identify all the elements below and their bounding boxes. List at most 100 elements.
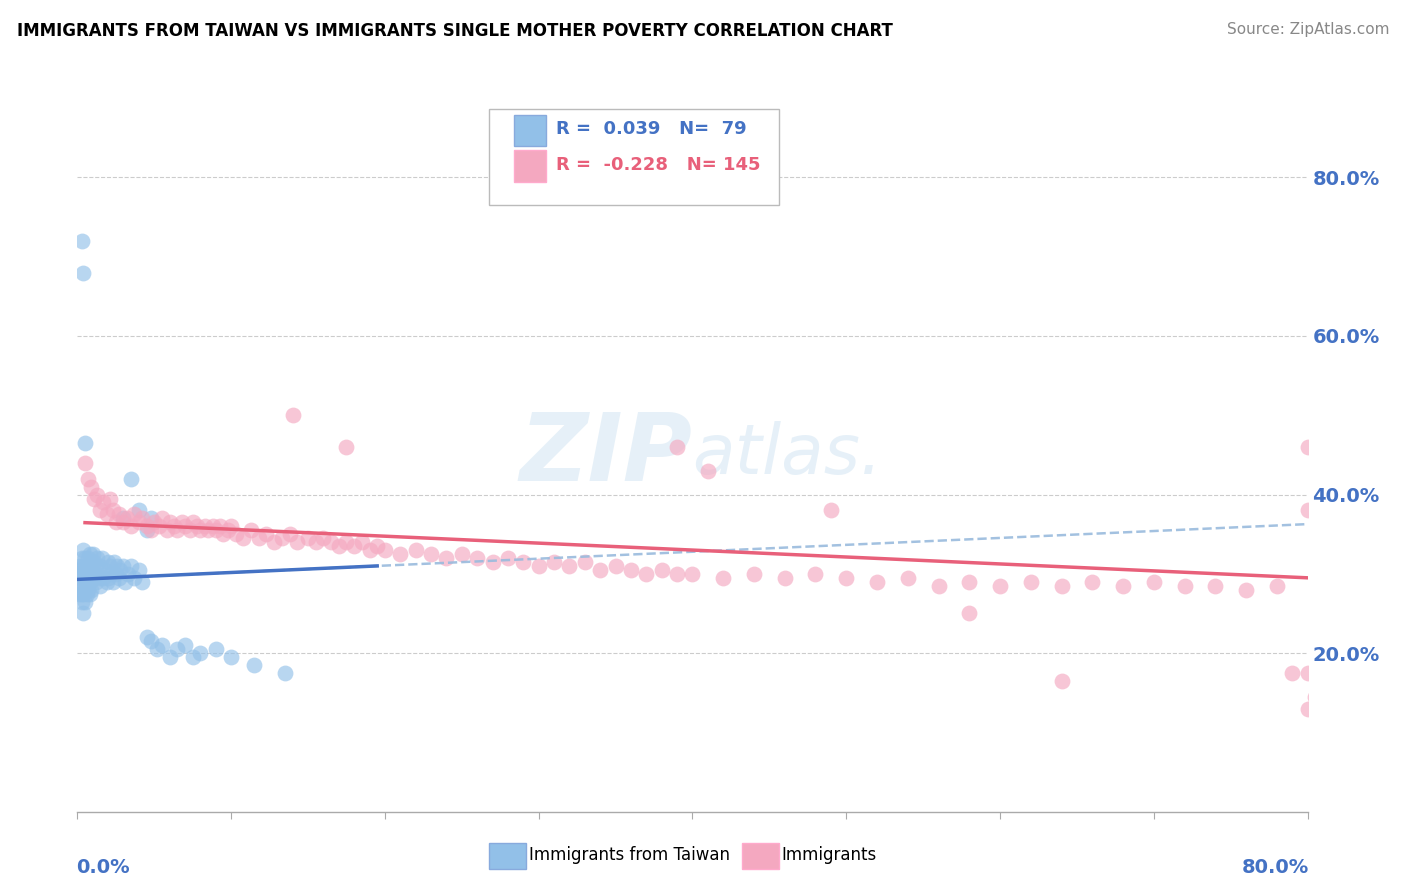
Point (96, 508, 118, 522)
Point (166, 523, 188, 537)
Point (77, 582, 100, 597)
Point (1112, 579, 1135, 593)
Point (897, 571, 920, 585)
Point (1204, 579, 1226, 593)
Point (186, 519, 208, 533)
Point (305, 535, 328, 549)
Point (212, 527, 235, 541)
Point (174, 519, 197, 533)
Point (84, 574, 107, 589)
Point (150, 638, 173, 652)
Point (835, 571, 858, 585)
Point (512, 555, 534, 569)
Point (135, 523, 157, 537)
Point (574, 555, 596, 569)
Point (70, 234, 93, 248)
Point (128, 516, 150, 530)
Point (79, 574, 101, 589)
Point (957, 574, 980, 589)
Point (343, 539, 366, 553)
Point (80, 582, 103, 597)
Point (73, 456, 96, 470)
Point (70, 566, 93, 581)
Point (201, 519, 224, 533)
FancyBboxPatch shape (515, 114, 546, 146)
Point (70, 587, 93, 601)
Point (83, 555, 105, 569)
Point (69, 558, 91, 573)
Point (359, 543, 381, 558)
Text: ZIP: ZIP (520, 409, 693, 501)
Point (181, 516, 204, 530)
Point (335, 535, 357, 549)
Point (605, 558, 627, 573)
Point (77, 472, 100, 486)
Point (101, 503, 124, 517)
Point (83, 491, 105, 506)
Point (76, 587, 98, 601)
Point (108, 571, 131, 585)
Point (389, 547, 412, 561)
Point (335, 440, 357, 454)
Point (131, 574, 153, 589)
Point (108, 508, 131, 522)
Point (496, 551, 519, 566)
Text: R =  -0.228   N= 145: R = -0.228 N= 145 (555, 156, 761, 174)
Point (82, 566, 104, 581)
Point (988, 579, 1011, 593)
Text: 0.0%: 0.0% (76, 858, 129, 877)
Point (141, 511, 163, 525)
Point (651, 563, 673, 577)
Point (86, 487, 108, 501)
Point (112, 516, 135, 530)
Point (89, 503, 111, 517)
Point (420, 547, 443, 561)
Point (696, 464, 718, 478)
Point (558, 558, 581, 573)
Point (72, 543, 94, 558)
Point (84, 558, 107, 573)
Point (465, 551, 488, 566)
Point (1050, 579, 1073, 593)
Point (86, 566, 108, 581)
Point (70, 574, 93, 589)
Point (166, 642, 188, 657)
Point (93, 495, 115, 509)
Point (589, 563, 612, 577)
Point (405, 543, 427, 558)
Point (1296, 503, 1319, 517)
Text: atlas.: atlas. (693, 421, 883, 489)
Point (374, 543, 396, 558)
Point (711, 571, 734, 585)
Point (87, 571, 110, 585)
Point (188, 523, 212, 537)
Point (450, 547, 472, 561)
Point (83, 571, 105, 585)
Point (240, 523, 263, 537)
Point (225, 527, 247, 541)
Point (67, 587, 90, 601)
Point (72, 558, 94, 573)
Point (72, 587, 94, 601)
Point (194, 519, 217, 533)
Point (232, 531, 254, 545)
Point (77, 551, 100, 566)
Point (197, 523, 219, 537)
Point (100, 566, 122, 581)
Point (128, 503, 150, 517)
Point (112, 511, 135, 525)
Point (928, 579, 950, 593)
Point (682, 566, 704, 581)
Point (957, 607, 980, 621)
Point (98, 491, 121, 506)
Point (350, 535, 373, 549)
FancyBboxPatch shape (489, 109, 779, 205)
Point (312, 531, 335, 545)
Point (820, 503, 842, 517)
Point (1019, 574, 1042, 589)
Point (98, 558, 121, 573)
Point (270, 531, 292, 545)
Point (115, 511, 138, 525)
Point (80, 480, 103, 494)
Point (1296, 440, 1319, 454)
